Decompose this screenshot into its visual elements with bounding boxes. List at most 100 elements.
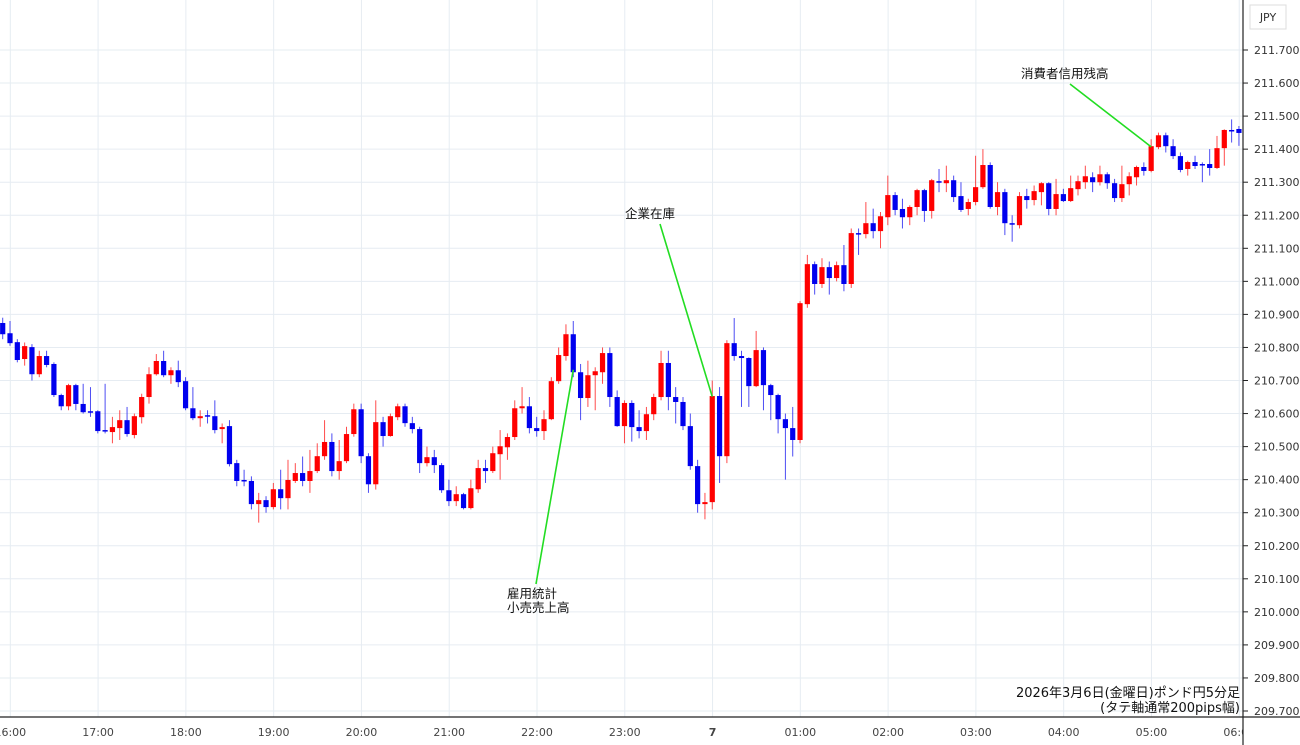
candle-body <box>197 416 203 419</box>
candle-down <box>234 459 240 487</box>
chart-caption-line1: 2026年3月6日(金曜日)ポンド円5分足 <box>1016 685 1240 701</box>
candle-up <box>131 413 137 439</box>
candle-body <box>109 427 116 433</box>
candle-body <box>1177 156 1184 170</box>
candle-down <box>358 403 364 464</box>
candle-body <box>300 473 306 481</box>
y-axis[interactable]: 209.700 209.800 209.900 210.000 210.100 210.2… <box>1243 44 1300 718</box>
candle-body <box>585 375 591 399</box>
candle-body <box>7 333 13 344</box>
candle-down <box>439 463 445 493</box>
candle-up <box>994 182 1001 216</box>
y-tick-label: 211.300 <box>1254 176 1300 189</box>
candle-down <box>768 383 774 421</box>
candle-down <box>760 347 767 411</box>
candle-body <box>921 190 927 211</box>
candle-body <box>212 416 218 431</box>
candle-down <box>1163 132 1169 153</box>
candle-body <box>161 361 167 376</box>
y-tick-label: 210.300 <box>1254 507 1300 520</box>
y-tick-label: 210.500 <box>1254 441 1300 454</box>
candle-up <box>351 403 357 437</box>
candle-body <box>848 233 854 284</box>
candle-body <box>504 437 511 448</box>
x-tick-label: 17:00 <box>82 726 114 739</box>
candle-body <box>841 265 847 284</box>
candle-up <box>797 301 803 444</box>
candle-body <box>636 427 642 432</box>
candle-body <box>424 457 430 464</box>
candle-body <box>168 370 174 376</box>
candle-body <box>58 395 64 407</box>
y-tick-label: 211.100 <box>1254 242 1300 255</box>
candle-body <box>131 416 137 436</box>
candle-down <box>80 383 86 414</box>
candle-up <box>1185 160 1191 176</box>
candle-down <box>7 321 13 346</box>
candle-body <box>943 180 949 184</box>
candle-body <box>1221 129 1227 149</box>
candle-down <box>182 377 189 411</box>
candle-body <box>1009 223 1015 225</box>
candle-body <box>446 490 452 502</box>
candle-down <box>731 318 737 361</box>
candle-body <box>380 422 386 437</box>
candle-up <box>321 420 328 460</box>
candle-down <box>402 403 408 427</box>
candle-down <box>73 383 79 411</box>
candle-body <box>241 479 247 482</box>
candle-down <box>1060 188 1066 203</box>
candle-down <box>204 410 211 424</box>
candle-up <box>943 165 949 193</box>
candle-body <box>65 385 72 407</box>
candle-up <box>548 377 554 421</box>
candle-body <box>468 488 474 509</box>
candle-body <box>248 480 255 505</box>
candle-up <box>1214 135 1220 169</box>
candle-up <box>592 367 598 411</box>
candle-down <box>278 469 284 510</box>
candle-down <box>124 406 130 437</box>
annotation-leader-line <box>659 223 714 397</box>
x-tick-label: 20:00 <box>346 726 378 739</box>
x-tick-label: 22:00 <box>521 726 553 739</box>
candle-down <box>431 449 437 474</box>
candle-down <box>0 317 6 340</box>
candle-up <box>1068 175 1074 203</box>
candle-up <box>585 360 591 407</box>
candle-body <box>753 350 759 387</box>
x-tick-label: 03:00 <box>960 726 992 739</box>
candle-down <box>680 397 686 431</box>
candle-down <box>263 496 269 513</box>
y-tick-label: 210.400 <box>1254 474 1300 487</box>
candle-body <box>526 406 532 429</box>
candle-up <box>1155 132 1162 150</box>
candle-body <box>643 414 650 432</box>
candle-body <box>1236 128 1242 133</box>
candle-up <box>709 380 715 510</box>
candle-body <box>409 423 415 430</box>
candle-down <box>161 350 167 378</box>
candle-down <box>102 383 108 434</box>
candle-down <box>212 400 218 434</box>
x-tick-label: 04:00 <box>1048 726 1080 739</box>
candle-up <box>219 423 225 444</box>
candle-up <box>863 202 869 239</box>
candle-down <box>1192 155 1198 169</box>
candle-body <box>365 456 372 485</box>
candle-down <box>14 339 20 363</box>
candle-body <box>417 429 423 464</box>
candle-body <box>607 353 613 398</box>
candle-body <box>687 426 693 467</box>
x-axis[interactable]: 16:00 17:00 18:00 19:00 20:00 21:00 22:00 23:00… <box>0 726 1255 739</box>
candle-down <box>921 188 927 222</box>
candle-up <box>117 410 123 440</box>
candle-up <box>621 400 628 444</box>
currency-label-box[interactable] <box>1249 4 1287 30</box>
candle-down <box>380 416 386 447</box>
candle-body <box>804 264 810 305</box>
candle-body <box>395 406 401 418</box>
candle-down <box>1104 172 1110 189</box>
candle-body <box>738 356 745 359</box>
